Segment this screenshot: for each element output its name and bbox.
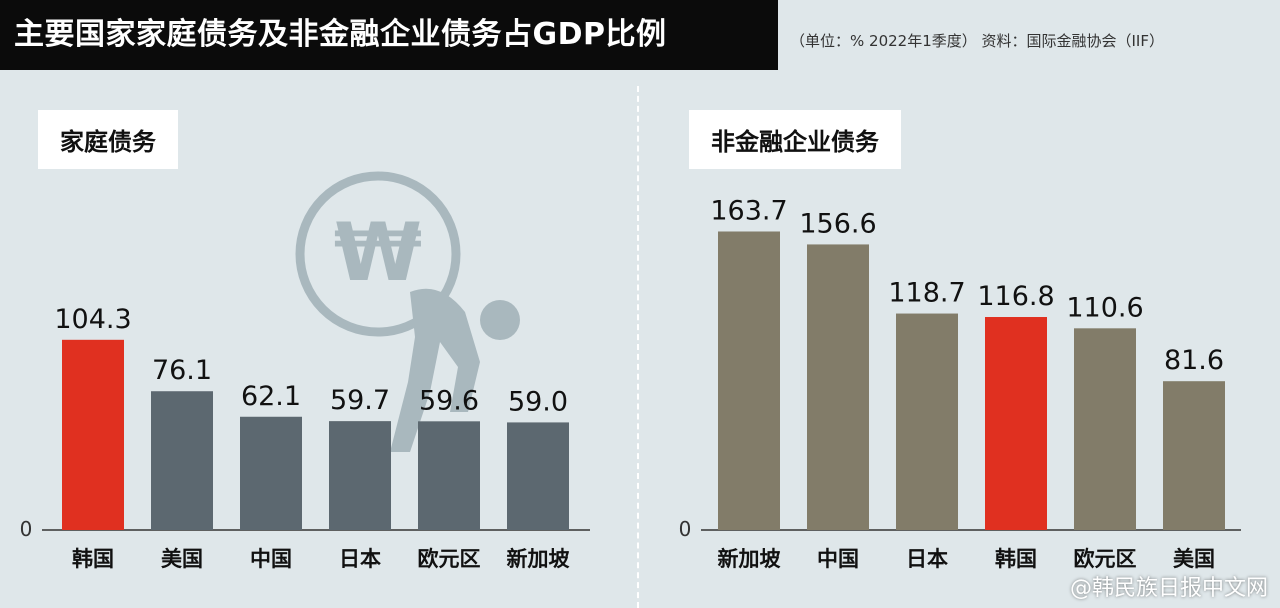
bar [507,422,569,530]
person-body-icon [390,288,480,452]
category-label: 欧元区 [418,547,481,571]
bar-value-label: 110.6 [1066,292,1143,323]
bar-value-label: 156.6 [799,208,876,239]
person-head-icon [480,300,520,340]
category-label: 美国 [1173,547,1215,571]
page-title: 主要国家家庭债务及非金融企业债务占GDP比例 [0,0,778,70]
y-axis-zero-label: 0 [20,517,33,541]
bar-value-label: 116.8 [977,281,1054,312]
category-label: 中国 [250,547,292,571]
bar [240,416,302,530]
category-label: 中国 [817,547,859,571]
category-label: 日本 [906,547,948,571]
source-note: （单位：% 2022年1季度） 资料：国际金融协会（IIF） [790,32,1164,50]
bar [1163,381,1225,530]
bar [718,231,780,531]
bar [896,313,958,530]
bar-value-label: 81.6 [1164,345,1224,376]
bar-value-label: 62.1 [241,381,301,412]
bar [418,421,480,530]
bar-value-label: 59.7 [330,385,390,416]
category-label: 韩国 [995,547,1037,571]
category-label: 美国 [161,547,203,571]
y-axis-zero-label: 0 [679,517,692,541]
category-label: 欧元区 [1074,547,1137,571]
household-debt-title: 家庭债务 [38,110,178,169]
corporate-debt-panel: 非金融企业债务 0 163.7 新加坡 156.6 中国 118.7 日本 116.8 韩国 11… [641,80,1280,608]
bar [807,244,869,530]
corporate-debt-chart: 0 163.7 新加坡 156.6 中国 118.7 日本 116.8 韩国 110.6 欧元区 81… [679,195,1241,571]
panel-divider [637,86,639,608]
category-label: 日本 [339,547,381,571]
bar-value-label: 163.7 [710,195,787,226]
bar-value-label: 59.6 [419,385,479,416]
bar [62,339,124,530]
household-debt-chart: 0 104.3 韩国 76.1 美国 62.1 中国 59.7 日本 59.6 欧元区 59.0 新加坡 [20,304,590,571]
bar [329,421,391,530]
bar [151,391,213,530]
household-debt-panel: 家庭债务 ₩ 0 104.3 韩国 76.1 美国 62.1 中国 59.7 日本 59.6 欧元区… [0,80,637,608]
category-label: 新加坡 [507,547,570,571]
category-label: 韩国 [72,547,114,571]
bar [1074,328,1136,530]
category-label: 新加坡 [718,547,781,571]
bar-value-label: 59.0 [508,386,568,417]
corporate-debt-title: 非金融企业债务 [689,110,901,169]
won-sign-icon: ₩ [334,206,422,299]
coin-carrier-illustration-icon: ₩ [295,171,520,452]
bar [985,317,1047,530]
bar-value-label: 118.7 [888,278,965,309]
watermark: @韩民族日报中文网 [1069,576,1268,601]
coin-ring-icon [295,171,461,337]
bar-value-label: 76.1 [152,355,212,386]
bar-value-label: 104.3 [54,304,131,335]
